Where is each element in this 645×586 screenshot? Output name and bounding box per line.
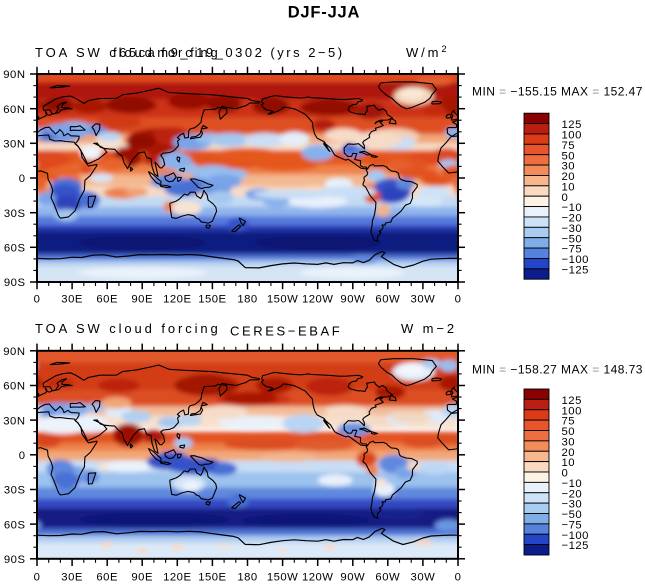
svg-text:−100: −100	[562, 530, 589, 542]
svg-text:−50: −50	[562, 509, 583, 521]
svg-text:180: 180	[237, 572, 257, 584]
svg-text:90S: 90S	[4, 554, 26, 566]
svg-text:90S: 90S	[4, 277, 26, 289]
svg-text:10: 10	[562, 457, 576, 469]
svg-text:180: 180	[237, 294, 257, 306]
svg-text:100: 100	[562, 405, 582, 417]
svg-text:−50: −50	[562, 233, 583, 245]
svg-text:0: 0	[562, 468, 569, 480]
svg-text:90N: 90N	[3, 346, 25, 358]
svg-text:30: 30	[562, 161, 576, 173]
svg-text:0: 0	[34, 572, 41, 584]
svg-text:90W: 90W	[340, 294, 365, 306]
svg-text:60E: 60E	[96, 294, 118, 306]
svg-text:20: 20	[562, 447, 576, 459]
svg-text:MIN = −155.15 MAX = 152.47: MIN = −155.15 MAX = 152.47	[472, 85, 643, 99]
svg-text:−125: −125	[562, 264, 589, 276]
svg-text:60E: 60E	[96, 572, 118, 584]
svg-text:150E: 150E	[198, 572, 226, 584]
svg-text:−100: −100	[562, 254, 589, 266]
svg-text:f65cam9_f19_0302 (yrs 2−5): f65cam9_f19_0302 (yrs 2−5)	[113, 45, 345, 60]
svg-text:60S: 60S	[4, 243, 26, 255]
svg-text:60W: 60W	[375, 572, 400, 584]
svg-text:−75: −75	[562, 244, 583, 256]
svg-text:10: 10	[562, 181, 576, 193]
svg-text:CERES−EBAF: CERES−EBAF	[230, 324, 342, 339]
svg-text:0: 0	[34, 294, 41, 306]
svg-text:0: 0	[455, 294, 462, 306]
svg-text:120E: 120E	[163, 294, 191, 306]
svg-text:W m−2: W m−2	[401, 321, 457, 336]
svg-text:30W: 30W	[411, 294, 436, 306]
svg-text:60W: 60W	[375, 294, 400, 306]
svg-text:30W: 30W	[411, 572, 436, 584]
svg-text:−30: −30	[562, 223, 583, 235]
svg-text:90E: 90E	[131, 572, 153, 584]
svg-text:TOA SW cloud forcing: TOA SW cloud forcing	[35, 45, 221, 60]
svg-text:20: 20	[562, 171, 576, 183]
svg-text:75: 75	[562, 140, 576, 152]
svg-text:30S: 30S	[4, 208, 26, 220]
svg-text:90W: 90W	[340, 572, 365, 584]
svg-text:120W: 120W	[302, 572, 334, 584]
svg-text:TOA SW cloud forcing: TOA SW cloud forcing	[35, 321, 221, 336]
svg-text:150E: 150E	[198, 294, 226, 306]
svg-text:120W: 120W	[302, 294, 334, 306]
svg-text:30E: 30E	[61, 572, 83, 584]
svg-text:60S: 60S	[4, 519, 26, 531]
svg-text:−75: −75	[562, 520, 583, 532]
svg-text:50: 50	[562, 150, 576, 162]
svg-text:−20: −20	[562, 488, 583, 500]
svg-text:0: 0	[455, 572, 462, 584]
svg-text:60N: 60N	[3, 381, 25, 393]
svg-text:150W: 150W	[267, 572, 299, 584]
svg-text:120E: 120E	[163, 572, 191, 584]
svg-text:−10: −10	[562, 202, 583, 214]
svg-text:30: 30	[562, 437, 576, 449]
svg-text:−20: −20	[562, 213, 583, 225]
svg-text:50: 50	[562, 426, 576, 438]
svg-text:100: 100	[562, 130, 582, 142]
svg-text:150W: 150W	[267, 294, 299, 306]
svg-text:−125: −125	[562, 540, 589, 552]
svg-text:90N: 90N	[3, 69, 25, 81]
svg-text:30E: 30E	[61, 294, 83, 306]
svg-text:30N: 30N	[3, 415, 25, 427]
svg-text:0: 0	[19, 450, 26, 462]
svg-text:−10: −10	[562, 478, 583, 490]
svg-text:30S: 30S	[4, 485, 26, 497]
svg-text:125: 125	[562, 119, 582, 131]
svg-text:MIN = −158.27 MAX = 148.73: MIN = −158.27 MAX = 148.73	[472, 363, 643, 377]
svg-text:30N: 30N	[3, 139, 25, 151]
svg-text:−30: −30	[562, 499, 583, 511]
svg-text:0: 0	[19, 173, 26, 185]
svg-text:0: 0	[562, 192, 569, 204]
svg-text:90E: 90E	[131, 294, 153, 306]
svg-text:60N: 60N	[3, 104, 25, 116]
svg-text:DJF-JJA: DJF-JJA	[288, 4, 361, 22]
svg-text:W/m2: W/m2	[406, 44, 450, 60]
svg-text:75: 75	[562, 416, 576, 428]
svg-text:125: 125	[562, 395, 582, 407]
